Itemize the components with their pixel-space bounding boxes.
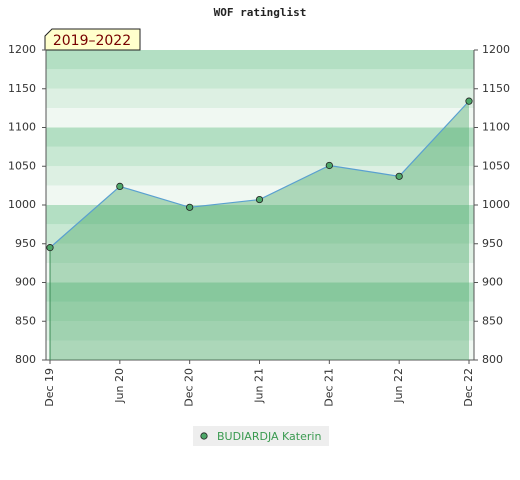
x-tick-label: Dec 22 bbox=[462, 368, 475, 407]
period-label: 2019–2022 bbox=[53, 33, 131, 49]
point bbox=[116, 182, 124, 190]
point bbox=[465, 97, 473, 105]
plot-area bbox=[46, 50, 474, 360]
band bbox=[46, 321, 474, 341]
point bbox=[325, 161, 333, 170]
y-tick-label: 950 bbox=[15, 237, 36, 250]
x-tick-label: Jun 22 bbox=[392, 368, 405, 404]
band bbox=[46, 205, 474, 225]
y2-tick-label: 1150 bbox=[482, 82, 510, 95]
legend bbox=[193, 426, 329, 446]
band bbox=[46, 340, 474, 360]
band bbox=[46, 224, 474, 244]
point bbox=[186, 203, 194, 211]
band bbox=[46, 243, 474, 264]
band bbox=[46, 69, 474, 89]
y-tick-label: 1150 bbox=[8, 82, 36, 95]
period-box bbox=[44, 28, 141, 51]
band bbox=[46, 108, 474, 128]
chart-title: WOF ratinglist bbox=[214, 6, 307, 19]
y2-tick-label: 1100 bbox=[482, 121, 510, 134]
y-tick-label: 800 bbox=[15, 353, 36, 366]
point bbox=[46, 244, 54, 252]
y2-tick-label: 850 bbox=[482, 314, 503, 327]
y2-tick-label: 900 bbox=[482, 276, 503, 289]
y2-tick-label: 1200 bbox=[482, 43, 510, 56]
point bbox=[395, 172, 403, 180]
y-tick-label: 1000 bbox=[8, 198, 36, 211]
band bbox=[46, 127, 474, 147]
y-tick-label: 1200 bbox=[8, 43, 36, 56]
y-tick-label: 900 bbox=[15, 276, 36, 289]
legend-marker bbox=[200, 432, 208, 440]
point bbox=[255, 195, 264, 204]
band bbox=[46, 185, 474, 205]
band bbox=[46, 301, 474, 322]
y2-tick-label: 1000 bbox=[482, 198, 510, 211]
legend-label: BUDIARDJA Katerin bbox=[217, 430, 321, 443]
band bbox=[46, 50, 474, 70]
band bbox=[46, 146, 474, 167]
x-tick-label: Dec 20 bbox=[183, 368, 196, 407]
x-tick-label: Dec 19 bbox=[43, 368, 56, 407]
y2-tick-label: 1050 bbox=[482, 159, 510, 172]
band bbox=[46, 88, 474, 109]
y2-tick-label: 800 bbox=[482, 353, 503, 366]
band bbox=[46, 263, 474, 283]
y-tick-label: 1050 bbox=[8, 159, 36, 172]
y2-tick-label: 950 bbox=[482, 237, 503, 250]
x-tick-label: Jun 20 bbox=[113, 368, 126, 404]
y-tick-label: 1100 bbox=[8, 121, 36, 134]
y-tick-label: 850 bbox=[15, 314, 36, 327]
band bbox=[46, 282, 474, 302]
x-tick-label: Dec 21 bbox=[322, 368, 335, 407]
x-tick-label: Jun 21 bbox=[253, 368, 266, 404]
area-fill bbox=[50, 101, 469, 361]
